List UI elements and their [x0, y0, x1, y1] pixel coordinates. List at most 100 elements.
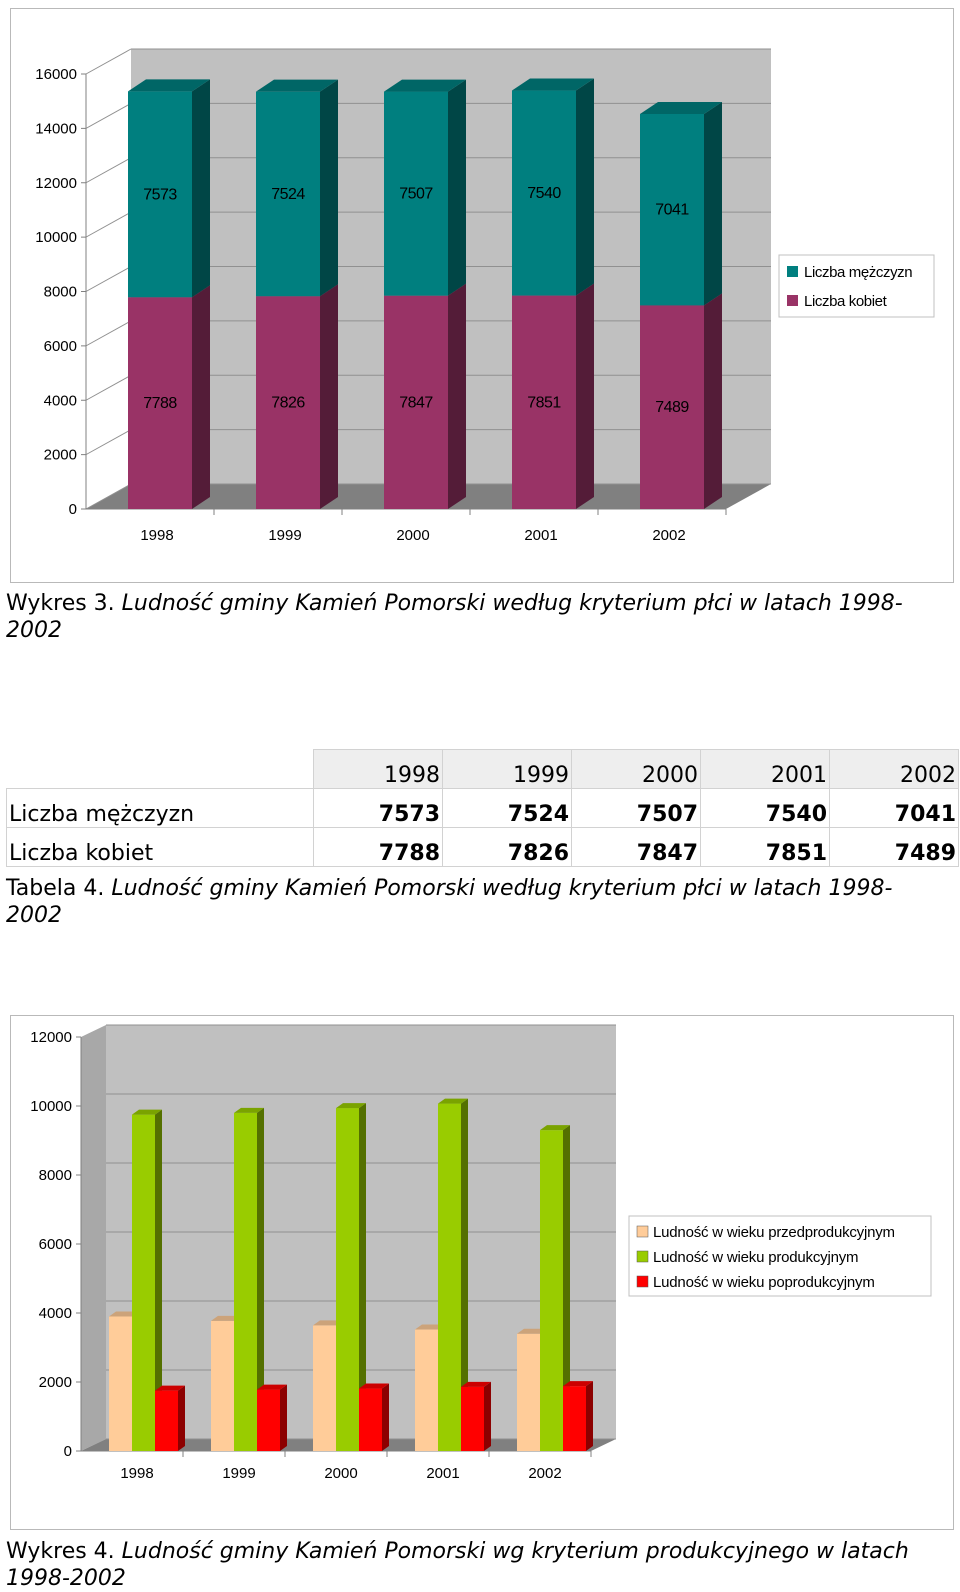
y-tick-label: 12000	[30, 1029, 72, 1046]
gridline-side	[85, 429, 132, 456]
bar-men-top	[640, 101, 722, 114]
bar-working-age-side	[257, 1107, 264, 1451]
y-tick-label: 0	[69, 501, 77, 518]
x-tick-label: 1998	[120, 1465, 153, 1482]
legend-swatch	[636, 1275, 649, 1288]
y-tick-label: 0	[64, 1443, 72, 1460]
bar-men-front	[640, 113, 704, 306]
bar-men-side	[320, 79, 338, 297]
caption-prefix: Tabela 4.	[6, 876, 105, 901]
bar-post-working-age-top	[461, 1381, 491, 1387]
y-tick-label: 6000	[44, 338, 77, 355]
data-label: 7524	[271, 186, 305, 203]
table-cell: 7524	[442, 788, 572, 828]
y-tick-label: 8000	[44, 284, 77, 301]
bar-working-age-side	[359, 1103, 366, 1451]
bar-post-working-age-side	[178, 1385, 185, 1451]
data-label: 7826	[271, 395, 305, 412]
bar-pre-working-age-top	[517, 1328, 547, 1334]
bar-working-age-front	[540, 1130, 563, 1451]
bar-pre-working-age-top	[211, 1315, 241, 1321]
y-tick-label: 10000	[35, 229, 77, 246]
bar-men-side	[448, 79, 466, 296]
table-header-year: 1998	[313, 749, 443, 789]
bar-working-age-side	[563, 1125, 570, 1451]
legend-label: Liczba kobiet	[804, 293, 888, 310]
legend-label: Ludność w wieku poprodukcyjnym	[653, 1274, 875, 1291]
chart-age-structure: 0 2000 4000 6000 8000 10000 12000 1998 1999 2000 2…	[10, 1015, 954, 1530]
x-tick-label: 2000	[396, 527, 429, 544]
bar-women-side	[320, 284, 338, 509]
bar-women-front	[512, 295, 576, 509]
table-cell: 7847	[571, 827, 701, 867]
legend-swatch	[636, 1250, 649, 1263]
bar-working-age-front	[336, 1108, 359, 1451]
data-label: 7540	[527, 185, 561, 202]
x-tick-label: 2001	[426, 1465, 459, 1482]
bar-men-side	[576, 78, 594, 296]
bar-pre-working-age-front	[517, 1333, 540, 1451]
table-cell: 7573	[313, 788, 443, 828]
table-row-label: Liczba kobiet	[6, 827, 314, 867]
bar-men-front	[512, 90, 576, 296]
bar-post-working-age-front	[461, 1386, 484, 1451]
bar-working-age-front	[234, 1112, 257, 1451]
gridline-side	[85, 157, 132, 184]
bar-post-working-age-side	[586, 1381, 593, 1451]
table-corner-cell	[6, 749, 314, 789]
bar-working-age-top	[540, 1125, 570, 1131]
data-label: 7573	[143, 186, 177, 203]
table-header-year: 1999	[442, 749, 572, 789]
table-row-label: Liczba mężczyzn	[6, 788, 314, 828]
caption-body: Ludność gminy Kamień Pomorski według kry…	[6, 591, 903, 643]
bar-women-side	[192, 285, 210, 509]
bar-pre-working-age-front	[109, 1316, 132, 1451]
bar-women-front	[256, 296, 320, 509]
bar-men-front	[384, 91, 448, 296]
data-label: 7489	[655, 399, 689, 416]
y-tick-label: 14000	[35, 120, 77, 137]
gridline-side	[85, 483, 132, 510]
bar-women-side	[448, 283, 466, 509]
x-tick-label: 2001	[524, 527, 557, 544]
x-tick-label: 1999	[222, 1465, 255, 1482]
table-header-year: 2001	[700, 749, 830, 789]
bar-working-age-side	[155, 1109, 162, 1451]
bar-men-front	[128, 91, 192, 298]
chart-caption-3: Wykres 3. Ludność gminy Kamień Pomorski …	[6, 590, 936, 644]
chart-sex-structure: 0 2000 4000 6000 8000 10000 12000 14000 16000 778…	[10, 8, 954, 583]
bar-men-side	[192, 79, 210, 298]
bar-pre-working-age-front	[313, 1325, 336, 1451]
table-caption-4: Tabela 4. Ludność gminy Kamień Pomorski …	[6, 875, 936, 929]
caption-body: Ludność gminy Kamień Pomorski według kry…	[6, 876, 893, 928]
bar-women-side	[704, 293, 722, 509]
bar-pre-working-age-top	[313, 1320, 343, 1326]
bar-women-front	[384, 295, 448, 509]
bar-working-age-top	[234, 1107, 264, 1113]
table-header-year: 2002	[829, 749, 959, 789]
bar-post-working-age-front	[563, 1386, 586, 1451]
legend-label: Ludność w wieku produkcyjnym	[653, 1249, 858, 1266]
bar-women-front	[640, 305, 704, 509]
bar-post-working-age-side	[484, 1381, 491, 1451]
legend-label: Ludność w wieku przedprodukcyjnym	[653, 1224, 895, 1241]
legend-label: Liczba mężczyzn	[804, 264, 912, 281]
bar-men-front	[256, 91, 320, 297]
legend-box	[628, 1215, 932, 1297]
y-tick-label: 10000	[30, 1098, 72, 1115]
chart-sex-structure-plot: 0 2000 4000 6000 8000 10000 12000 14000 16000 778…	[35, 48, 935, 544]
table-cell: 7489	[829, 827, 959, 867]
bar-working-age-top	[132, 1109, 162, 1115]
y-tick-label: 8000	[39, 1167, 72, 1184]
bar-working-age-side	[461, 1098, 468, 1451]
legend-swatch	[636, 1225, 649, 1238]
bar-post-working-age-side	[382, 1383, 389, 1451]
data-label: 7851	[527, 394, 561, 411]
bar-pre-working-age-top	[109, 1311, 139, 1317]
y-tick-label: 2000	[39, 1374, 72, 1391]
bar-working-age-top	[438, 1098, 468, 1104]
legend-swatch	[787, 295, 798, 306]
y-tick-label: 4000	[44, 392, 77, 409]
bar-women-front	[128, 297, 192, 509]
bar-men-top	[128, 79, 210, 92]
